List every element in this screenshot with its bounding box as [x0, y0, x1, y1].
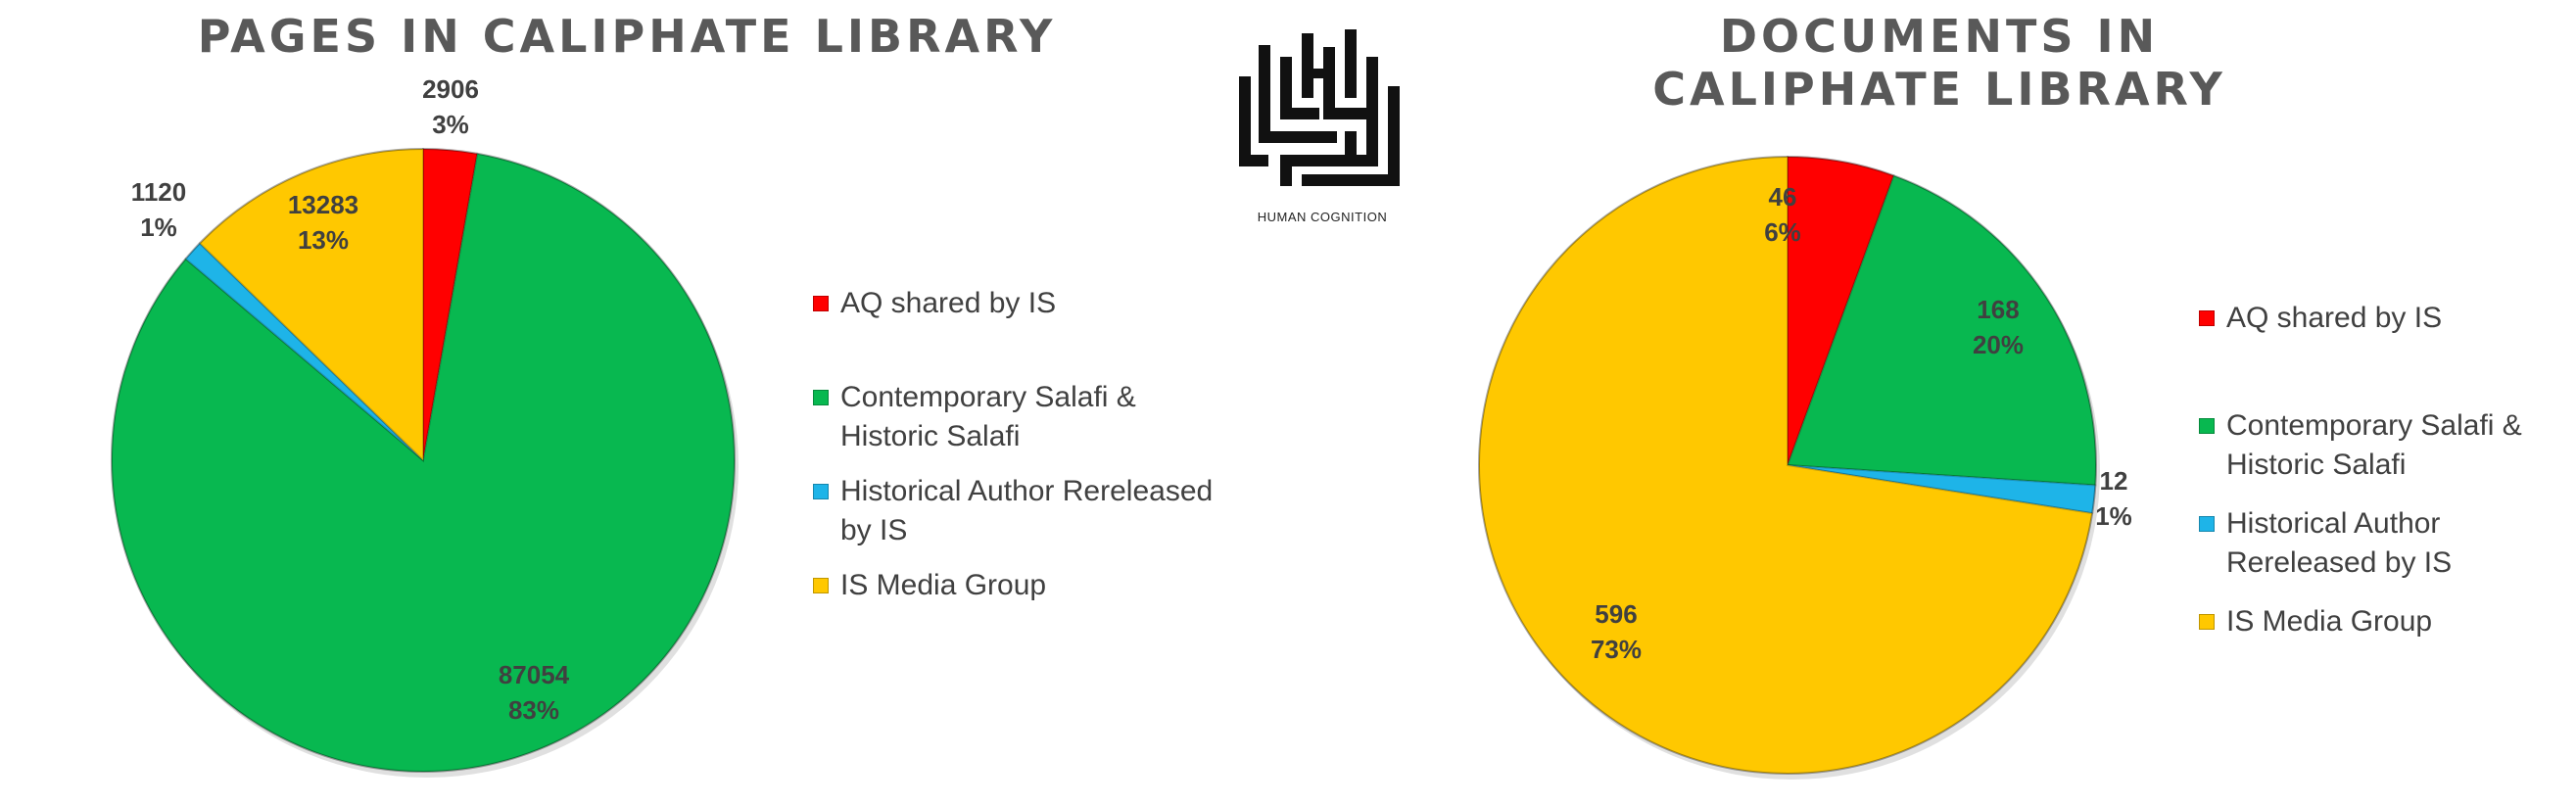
- pie-slice-contemporary-salafi-historic-salafi: [111, 152, 736, 773]
- documents-legend: AQ shared by IS Contemporary Salafi & Hi…: [2199, 299, 2522, 641]
- legend-swatch-media: [2199, 614, 2215, 630]
- legend-label: Contemporary Salafi &: [2226, 409, 2522, 442]
- legend-swatch-salafi: [2199, 418, 2215, 434]
- legend-label: IS Media Group: [840, 569, 1047, 601]
- pie-outline: [111, 148, 736, 773]
- legend-swatch-historical: [2199, 516, 2215, 532]
- data-label-percent: 73%: [1591, 635, 1642, 664]
- data-label-value: 1120: [131, 177, 186, 207]
- pie-slice-aq-shared-by-is: [422, 147, 479, 461]
- legend-label-cont: Rereleased by IS: [2226, 546, 2453, 579]
- data-label-value: 13283: [288, 190, 358, 219]
- legend-swatch-media: [813, 578, 829, 593]
- pages-chart-title: PAGES IN CALIPHATE LIBRARY: [197, 10, 1057, 63]
- kufic-logo-icon: [1239, 29, 1400, 186]
- legend-item-media: IS Media Group: [2199, 602, 2522, 641]
- pages-pie-chart: 2906 3% 87054 83% 1120 1% 13283 13%: [111, 74, 739, 778]
- data-label-value: 12: [2100, 466, 2128, 496]
- pie-outline: [1478, 156, 2097, 775]
- legend-item-aq: AQ shared by IS: [813, 284, 1213, 323]
- legend-swatch-aq: [2199, 310, 2215, 326]
- data-label-percent: 1%: [2095, 501, 2132, 531]
- pie-slice-historical-author-rereleased-by-is: [1787, 464, 2097, 515]
- data-label-value: 596: [1595, 599, 1637, 629]
- data-label-percent: 13%: [298, 225, 349, 255]
- legend-item-historical: Historical Author Rereleased by IS: [813, 472, 1213, 550]
- data-label-value: 2906: [422, 74, 479, 104]
- data-label-value: 46: [1769, 182, 1797, 212]
- logo-caption: HUMAN COGNITION: [1257, 210, 1388, 224]
- legend-swatch-salafi: [813, 390, 829, 405]
- documents-pie-chart: 46 6% 168 20% 12 1% 596 73%: [1478, 155, 2132, 780]
- legend-swatch-aq: [813, 296, 829, 311]
- data-label-percent: 3%: [432, 110, 469, 139]
- pie-slice-is-media-group: [1478, 155, 2094, 775]
- legend-label-cont: Historic Salafi: [2226, 449, 2407, 481]
- pie-slice-aq-shared-by-is: [1787, 155, 1895, 466]
- legend-item-salafi: Contemporary Salafi & Historic Salafi: [2199, 406, 2522, 485]
- legend-label: AQ shared by IS: [2226, 302, 2443, 334]
- legend-item-salafi: Contemporary Salafi & Historic Salafi: [813, 378, 1213, 456]
- legend-swatch-historical: [813, 484, 829, 499]
- pie-slice-contemporary-salafi-historic-salafi: [1786, 173, 2097, 487]
- legend-label: AQ shared by IS: [840, 287, 1057, 319]
- human-cognition-logo: HUMAN COGNITION: [1229, 18, 1415, 233]
- data-label-percent: 20%: [1973, 330, 2024, 359]
- data-label-value: 87054: [499, 660, 570, 689]
- legend-item-aq: AQ shared by IS: [2199, 299, 2522, 338]
- legend-item-media: IS Media Group: [813, 566, 1213, 605]
- data-label-percent: 1%: [140, 213, 177, 242]
- legend-label: IS Media Group: [2226, 605, 2433, 638]
- data-label-percent: 6%: [1764, 217, 1801, 247]
- pages-legend: AQ shared by IS Contemporary Salafi & Hi…: [813, 284, 1213, 605]
- legend-label-cont: Historic Salafi: [840, 420, 1021, 452]
- data-label-percent: 83%: [508, 695, 559, 725]
- data-label-value: 168: [1977, 295, 2019, 324]
- legend-label: Contemporary Salafi &: [840, 381, 1136, 413]
- pie-slice-historical-author-rereleased-by-is: [184, 241, 424, 461]
- pie-slice-is-media-group: [198, 147, 424, 463]
- documents-chart-title: DOCUMENTS IN CALIPHATE LIBRARY: [1652, 10, 2226, 116]
- legend-label: Historical Author: [2226, 507, 2441, 540]
- legend-label: Historical Author Rereleased: [840, 475, 1214, 507]
- legend-item-historical: Historical Author Rereleased by IS: [2199, 504, 2522, 583]
- legend-label-cont: by IS: [840, 514, 908, 546]
